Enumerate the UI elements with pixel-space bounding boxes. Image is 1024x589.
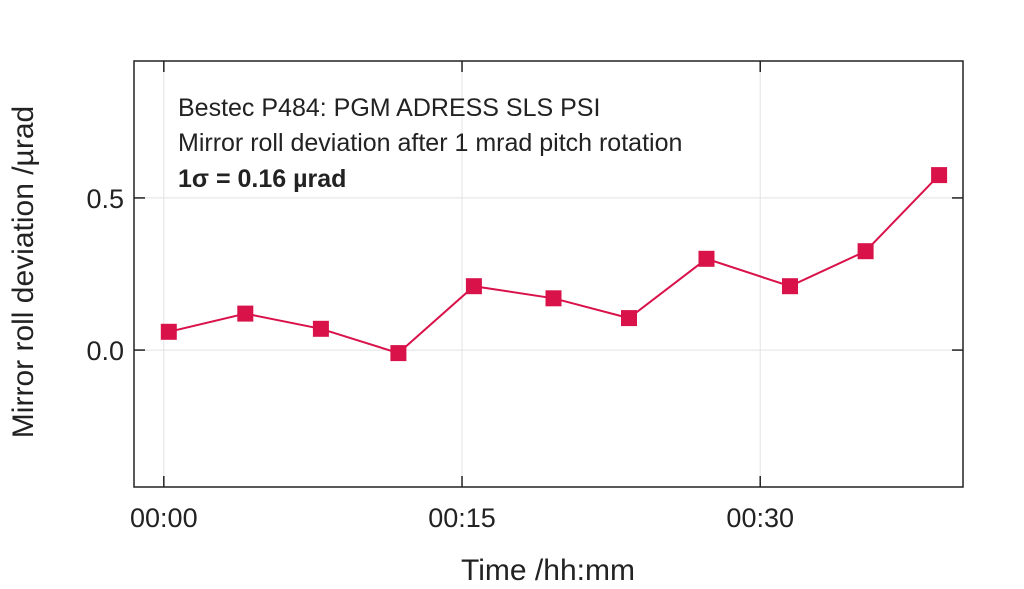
- series-group: [160, 167, 948, 362]
- series-line: [168, 174, 940, 355]
- data-point-marker: [390, 345, 407, 362]
- data-point-marker: [931, 167, 948, 184]
- grid-lines: [134, 61, 963, 487]
- data-point-marker: [857, 243, 874, 260]
- y-tick-labels: 0.0 0.5: [86, 184, 124, 366]
- data-point-marker: [621, 310, 637, 327]
- x-tick-label: 00:30: [726, 503, 794, 533]
- data-point-marker: [160, 323, 177, 340]
- data-point-marker: [237, 305, 254, 322]
- y-axis-title: Mirror roll deviation /µrad: [7, 106, 40, 438]
- annotation-sigma: 1σ = 0.16 µrad: [178, 165, 346, 193]
- x-tick-labels: 00:00 00:15 00:30: [130, 503, 794, 533]
- data-point-marker: [698, 250, 715, 267]
- annotation-subtitle: Mirror roll deviation after 1 mrad pitch…: [178, 129, 682, 157]
- tick-marks: [134, 61, 963, 487]
- y-tick-label: 0.0: [86, 336, 124, 366]
- data-point-marker: [545, 290, 562, 307]
- x-tick-label: 00:15: [428, 503, 496, 533]
- annotation-title: Bestec P484: PGM ADRESS SLS PSI: [178, 94, 600, 122]
- data-point-marker: [782, 278, 798, 295]
- x-tick-label: 00:00: [130, 503, 198, 533]
- y-tick-label: 0.5: [86, 184, 124, 214]
- x-axis-title: Time /hh:mm: [461, 554, 635, 587]
- plot-frame: [133, 60, 964, 488]
- data-point-marker: [465, 278, 482, 295]
- data-point-marker: [312, 320, 329, 337]
